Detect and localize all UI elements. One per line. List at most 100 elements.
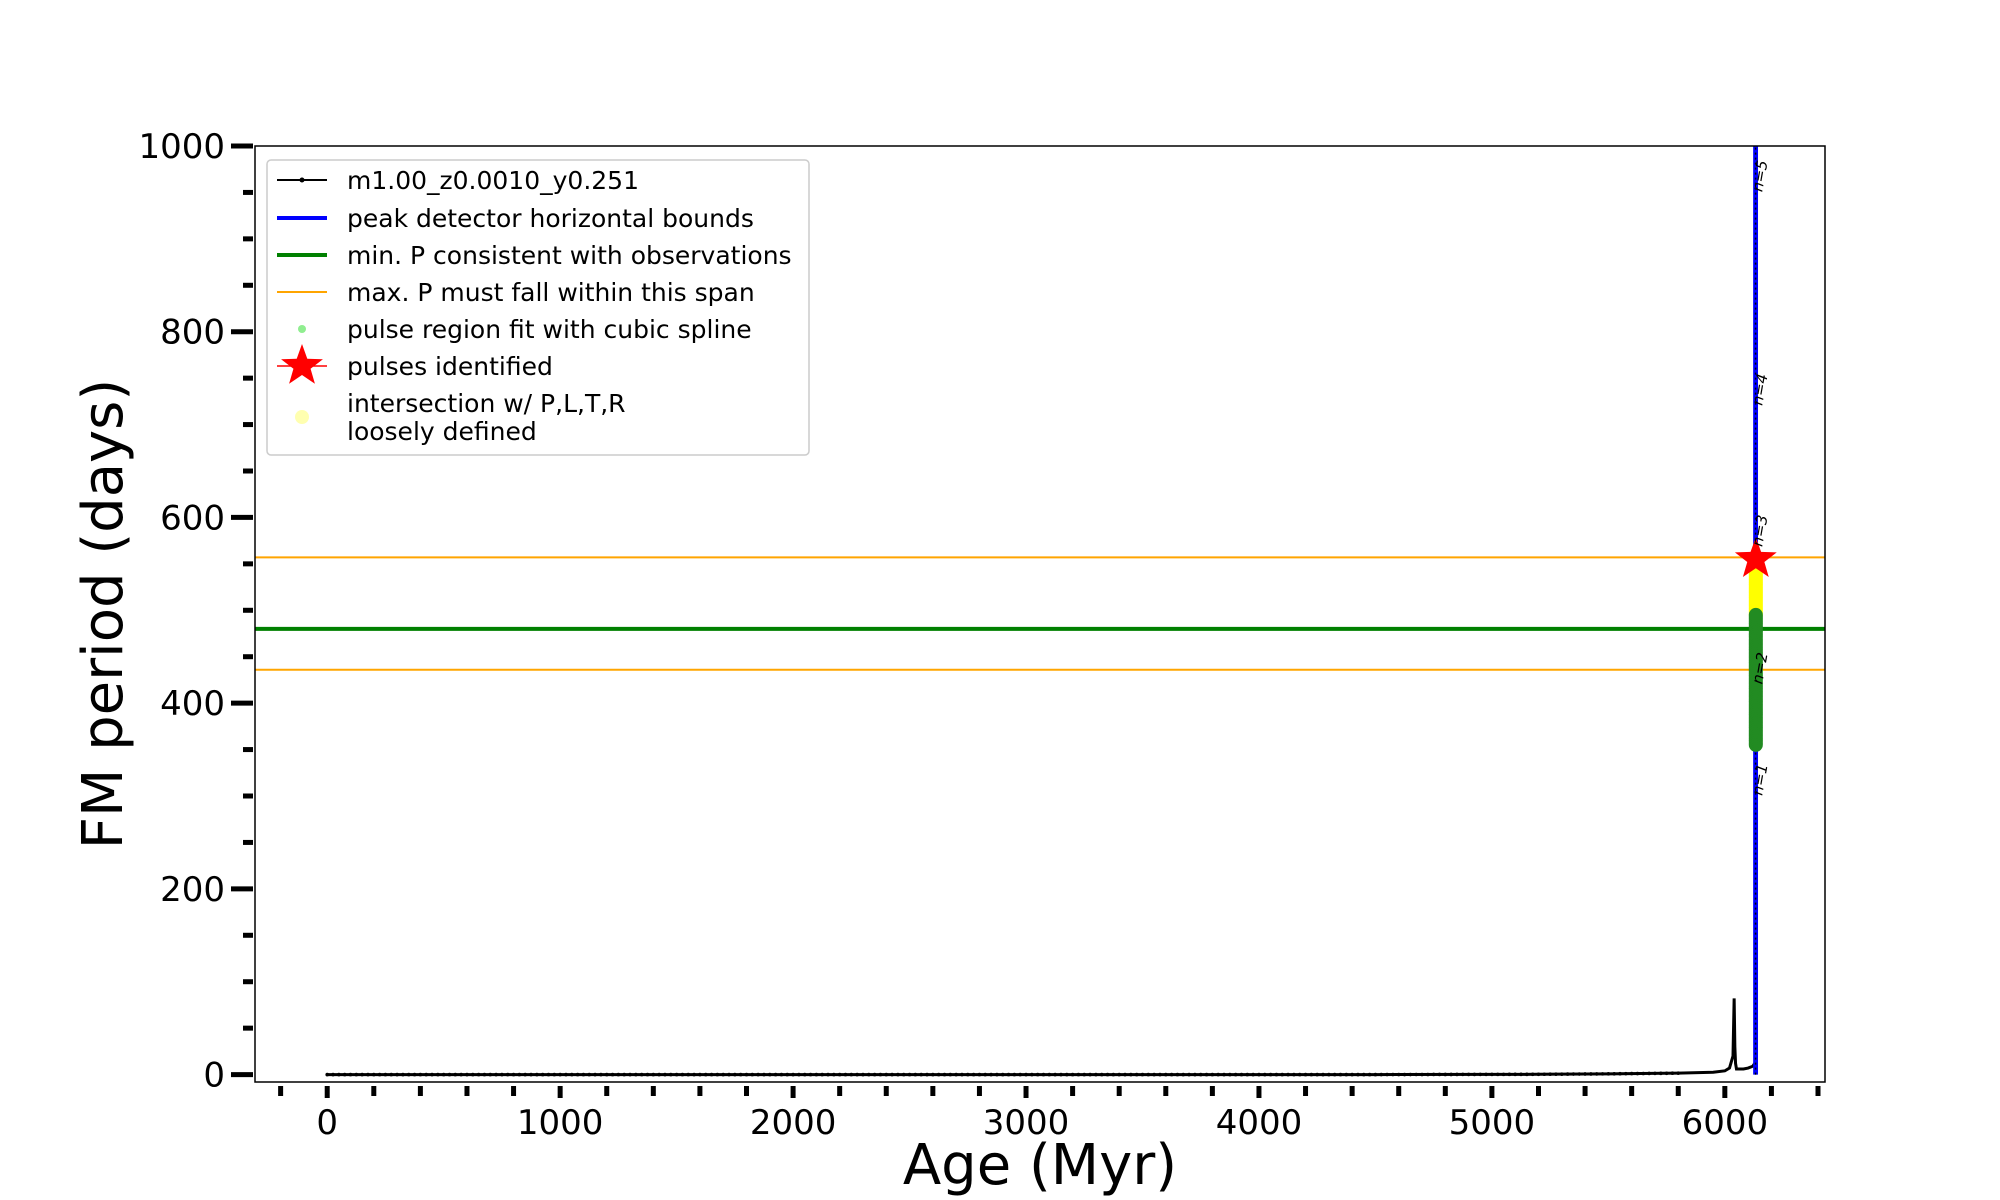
track-point	[1490, 1072, 1494, 1077]
track-point	[773, 1072, 778, 1077]
track-point	[1321, 1072, 1325, 1077]
track-point	[1146, 1072, 1151, 1077]
y-axis-label: FM period (days)	[71, 379, 136, 849]
annotation-1: n=1	[1748, 762, 1771, 796]
track-point	[1478, 1072, 1483, 1077]
track-point	[1181, 1072, 1186, 1077]
track-point	[395, 1072, 399, 1077]
track-point	[465, 1072, 469, 1077]
legend-label: max. P must fall within this span	[347, 278, 755, 307]
track-point	[441, 1072, 446, 1077]
track-point	[1385, 1072, 1389, 1077]
track-point	[599, 1072, 603, 1077]
track-point	[610, 1072, 615, 1077]
track-point	[965, 1072, 970, 1077]
track-point	[983, 1072, 988, 1077]
track-point	[1268, 1072, 1273, 1077]
track-point	[1350, 1072, 1354, 1077]
track-point	[1292, 1072, 1296, 1077]
track-point	[1653, 1071, 1657, 1076]
track-point	[826, 1072, 830, 1077]
track-point	[1047, 1072, 1052, 1077]
track-point	[907, 1072, 912, 1077]
track-point	[371, 1072, 376, 1077]
track-point	[389, 1072, 394, 1077]
track-point	[564, 1072, 568, 1077]
y-tick-label: 200	[160, 870, 225, 910]
legend-entry-5: pulse region fit with cubic spline	[298, 315, 752, 344]
track-point	[1513, 1072, 1517, 1077]
track-point	[1420, 1072, 1424, 1077]
track-point	[1059, 1072, 1063, 1077]
track-point	[406, 1072, 411, 1077]
track-point	[1175, 1072, 1180, 1077]
track-point	[1373, 1072, 1378, 1077]
track-point	[558, 1072, 562, 1077]
track-point	[727, 1072, 731, 1077]
track-point	[1396, 1072, 1401, 1077]
track-point	[837, 1072, 842, 1077]
track-point	[1245, 1072, 1250, 1077]
track-point	[1262, 1072, 1267, 1077]
track-point	[1064, 1072, 1069, 1077]
track-point	[779, 1072, 784, 1077]
track-point	[1053, 1072, 1057, 1077]
track-point	[424, 1072, 429, 1077]
track-point	[1129, 1072, 1133, 1077]
track-point	[1327, 1072, 1331, 1077]
track-point	[401, 1072, 405, 1077]
track-point	[1024, 1072, 1028, 1077]
track-point	[1391, 1072, 1395, 1077]
track-point	[954, 1072, 958, 1077]
track-point	[814, 1072, 819, 1077]
track-point	[1437, 1072, 1442, 1077]
track-point	[645, 1072, 650, 1077]
track-point	[680, 1072, 685, 1077]
track-point	[767, 1072, 772, 1077]
track-point	[529, 1072, 533, 1077]
track-point	[692, 1072, 696, 1077]
track-point	[1193, 1072, 1197, 1077]
track-point	[1111, 1072, 1116, 1077]
track-point	[931, 1072, 935, 1077]
track-point	[1536, 1072, 1541, 1077]
track-point	[482, 1072, 487, 1077]
track-point	[1210, 1072, 1215, 1077]
track-point	[354, 1072, 359, 1077]
track-point	[1286, 1072, 1290, 1077]
track-point	[808, 1072, 813, 1077]
track-point	[412, 1072, 417, 1077]
track-point	[1140, 1072, 1145, 1077]
track-point	[1676, 1071, 1681, 1075]
track-point	[762, 1072, 766, 1077]
track-point	[1600, 1072, 1605, 1076]
track-point	[1158, 1072, 1162, 1077]
track-point	[459, 1072, 463, 1077]
track-point	[1501, 1072, 1506, 1077]
track-point	[1606, 1072, 1611, 1076]
track-point	[1635, 1071, 1640, 1076]
track-point	[1670, 1071, 1675, 1076]
track-point	[1297, 1072, 1302, 1077]
track-point	[1554, 1072, 1558, 1076]
track-point	[668, 1072, 673, 1077]
track-point	[575, 1072, 580, 1077]
track-point	[756, 1072, 760, 1077]
track-point	[342, 1072, 347, 1077]
track-point	[1449, 1072, 1453, 1077]
track-point	[663, 1072, 667, 1077]
track-point	[948, 1072, 953, 1077]
track-point	[1233, 1072, 1238, 1077]
axes: 0 1000 2000 3000 4000 5000 6000 0 200 400 600 800 10…	[138, 127, 1826, 1143]
track-point	[686, 1072, 691, 1077]
track-point	[843, 1072, 848, 1077]
track-point	[1094, 1072, 1098, 1077]
track-point	[418, 1072, 423, 1077]
track-point	[1239, 1072, 1244, 1077]
track-point	[1216, 1072, 1220, 1077]
track-point	[517, 1072, 522, 1077]
track-point	[861, 1072, 865, 1077]
track-point	[901, 1072, 906, 1077]
track-point	[1647, 1071, 1651, 1076]
